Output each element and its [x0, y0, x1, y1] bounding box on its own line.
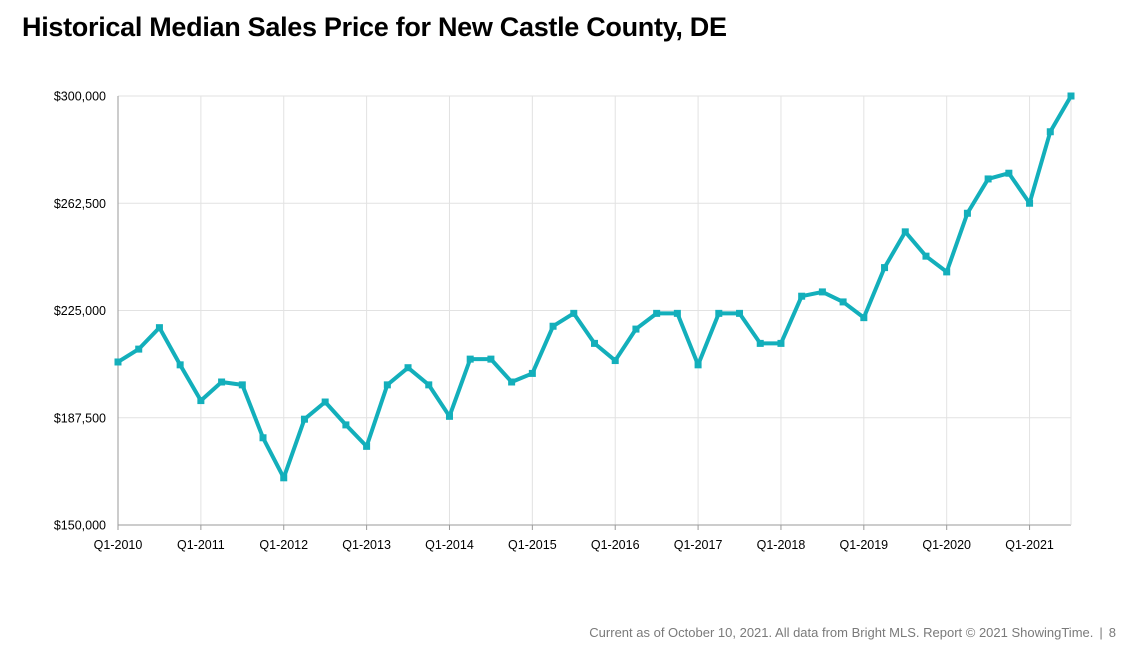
data-point	[280, 474, 288, 482]
data-point	[404, 364, 412, 372]
data-point	[218, 378, 226, 386]
x-tick-label: Q1-2014	[425, 538, 474, 552]
gridlines	[117, 95, 1071, 526]
x-tick-label: Q1-2018	[757, 538, 806, 552]
page-title: Historical Median Sales Price for New Ca…	[22, 12, 727, 42]
data-point	[342, 421, 350, 429]
x-tick-label: Q1-2010	[94, 538, 143, 552]
data-point	[570, 309, 578, 317]
data-point	[1067, 92, 1075, 100]
data-point	[632, 325, 640, 333]
data-point	[549, 322, 557, 330]
data-point	[984, 175, 992, 183]
data-point	[238, 381, 246, 389]
data-point	[901, 228, 909, 236]
data-point	[487, 355, 495, 363]
data-point	[943, 268, 951, 276]
data-point	[528, 369, 536, 377]
data-point	[155, 324, 163, 332]
data-point	[736, 309, 744, 317]
data-point	[114, 358, 122, 366]
data-point	[839, 298, 847, 306]
data-point	[1046, 128, 1054, 136]
data-point	[818, 288, 826, 296]
data-point	[922, 252, 930, 260]
footer-note: Current as of October 10, 2021. All data…	[589, 625, 1094, 640]
data-point	[963, 209, 971, 217]
data-point	[881, 264, 889, 272]
x-tick-label: Q1-2013	[342, 538, 391, 552]
x-tick-label: Q1-2015	[508, 538, 557, 552]
series-line	[116, 94, 1073, 480]
footer: Current as of October 10, 2021. All data…	[589, 625, 1116, 640]
data-point	[466, 355, 474, 363]
y-tick-label: $225,000	[54, 304, 106, 318]
data-point	[1005, 169, 1013, 177]
data-point	[591, 339, 598, 347]
data-point	[756, 339, 764, 347]
data-point	[798, 292, 806, 300]
x-tick-label: Q1-2012	[259, 538, 308, 552]
data-point	[860, 314, 868, 322]
x-tick-label: Q1-2020	[922, 538, 971, 552]
data-point	[611, 357, 619, 365]
page-number: 8	[1108, 625, 1116, 640]
data-point-markers	[114, 92, 1075, 482]
data-point	[508, 378, 516, 386]
data-point	[300, 415, 308, 423]
data-point	[425, 381, 433, 389]
y-tick-label: $300,000	[54, 90, 106, 104]
y-tick-label: $187,500	[54, 411, 106, 425]
series-line-path	[116, 94, 1073, 480]
data-point	[715, 309, 723, 317]
data-point	[321, 398, 329, 406]
x-tick-label: Q1-2016	[591, 538, 640, 552]
data-point	[653, 309, 661, 317]
data-point	[777, 339, 785, 347]
data-point	[363, 442, 371, 450]
data-point	[694, 361, 702, 369]
x-tick-label: Q1-2017	[674, 538, 723, 552]
x-axis-tick-labels: Q1-2010 Q1-2011 Q1-2012 Q1-2013 Q1-2014 Q1-20…	[94, 538, 1054, 552]
data-point	[259, 434, 267, 442]
data-point	[135, 345, 143, 353]
data-point	[445, 412, 453, 420]
y-tick-label: $262,500	[54, 197, 106, 211]
footer-separator: |	[1099, 625, 1103, 640]
data-point	[673, 309, 681, 317]
data-point	[176, 361, 184, 369]
y-axis-tick-labels: $150,000 $187,500 $225,000 $262,500 $300,000	[54, 90, 106, 533]
data-point	[197, 397, 205, 405]
data-point	[1026, 199, 1034, 207]
x-tick-label: Q1-2021	[1005, 538, 1054, 552]
y-tick-label: $150,000	[54, 519, 106, 533]
x-tick-label: Q1-2011	[177, 538, 225, 552]
x-tick-label: Q1-2019	[839, 538, 888, 552]
data-point	[383, 381, 391, 389]
axes	[117, 96, 1072, 530]
